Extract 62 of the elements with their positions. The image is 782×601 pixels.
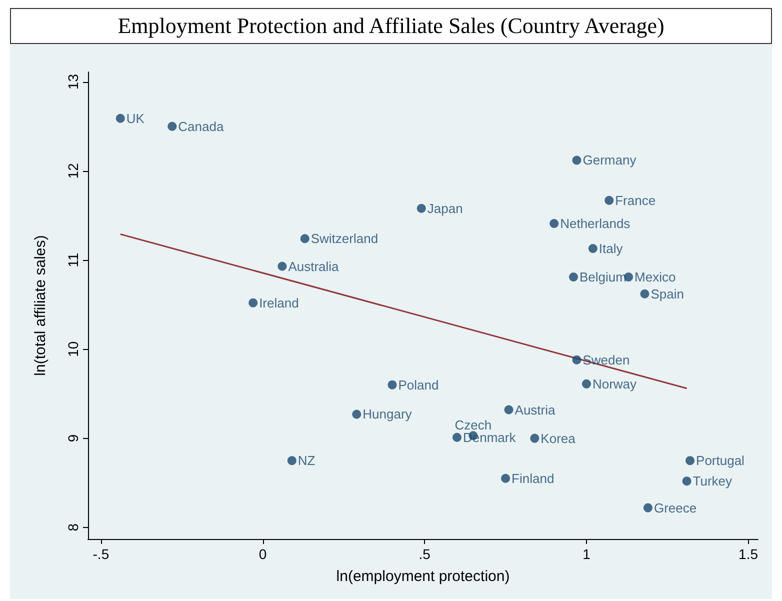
annotation: Austria <box>514 402 556 418</box>
point <box>300 234 310 244</box>
y-tick-label: 13 <box>65 74 81 90</box>
annotation: Czech <box>454 418 492 433</box>
point <box>682 476 692 486</box>
point <box>569 272 578 282</box>
annotation: Canada <box>178 118 224 134</box>
annotation: Australia <box>288 258 340 274</box>
y-tick-label: 9 <box>65 434 81 442</box>
annotation: Turkey <box>692 474 733 489</box>
point <box>416 204 426 213</box>
annotation: NZ <box>298 453 316 468</box>
x-axis-title: ln(employment protection) <box>336 568 510 585</box>
x-tick-label: .5 <box>418 546 431 562</box>
annotation: Netherlands <box>560 216 631 232</box>
point <box>572 156 582 165</box>
annotation: Italy <box>598 240 624 256</box>
annotation: Poland <box>398 377 439 392</box>
annotation: Mexico <box>634 269 676 284</box>
y-tick-label: 8 <box>65 523 81 532</box>
annotation: Finland <box>512 470 554 486</box>
point <box>248 298 258 308</box>
annotation: Norway <box>592 376 638 392</box>
annotation: UK <box>126 110 145 126</box>
annotation: Portugal <box>696 453 745 468</box>
point <box>530 434 540 443</box>
x-tick-label: 1.5 <box>738 546 758 562</box>
point <box>116 114 125 123</box>
point <box>504 405 514 414</box>
y-tick-label: 11 <box>65 252 81 268</box>
annotation: France <box>615 192 656 208</box>
point <box>604 196 614 205</box>
point <box>287 456 296 466</box>
annotation: Korea <box>540 430 576 446</box>
x-tick-label: 1 <box>582 546 591 562</box>
point <box>452 432 462 442</box>
point <box>686 456 695 466</box>
x-tick-label: 0 <box>258 546 267 562</box>
point <box>168 122 177 131</box>
point <box>352 410 362 419</box>
point <box>582 379 591 388</box>
point <box>640 289 650 298</box>
annotation: Sweden <box>582 352 630 368</box>
chart-title: Employment Protection and Affiliate Sales (Country Average) <box>10 8 772 44</box>
y-tick-label: 10 <box>65 341 81 357</box>
annotation: Switzerland <box>310 231 378 246</box>
annotation: Japan <box>427 200 463 216</box>
point <box>388 380 397 390</box>
point <box>643 503 652 512</box>
point <box>572 355 582 364</box>
y-tick-label: 12 <box>65 162 81 179</box>
y-axis-title: ln(total affiliate sales) <box>32 235 49 376</box>
annotation: Hungary <box>362 406 412 422</box>
annotation: Germany <box>582 152 637 168</box>
annotation: Ireland <box>259 295 299 310</box>
point <box>588 244 598 253</box>
annotation: Spain <box>650 286 684 302</box>
point <box>278 262 287 271</box>
point <box>501 474 510 483</box>
point <box>550 219 559 228</box>
annotation: Greece <box>654 500 697 516</box>
x-tick-label: -.5 <box>92 546 110 562</box>
